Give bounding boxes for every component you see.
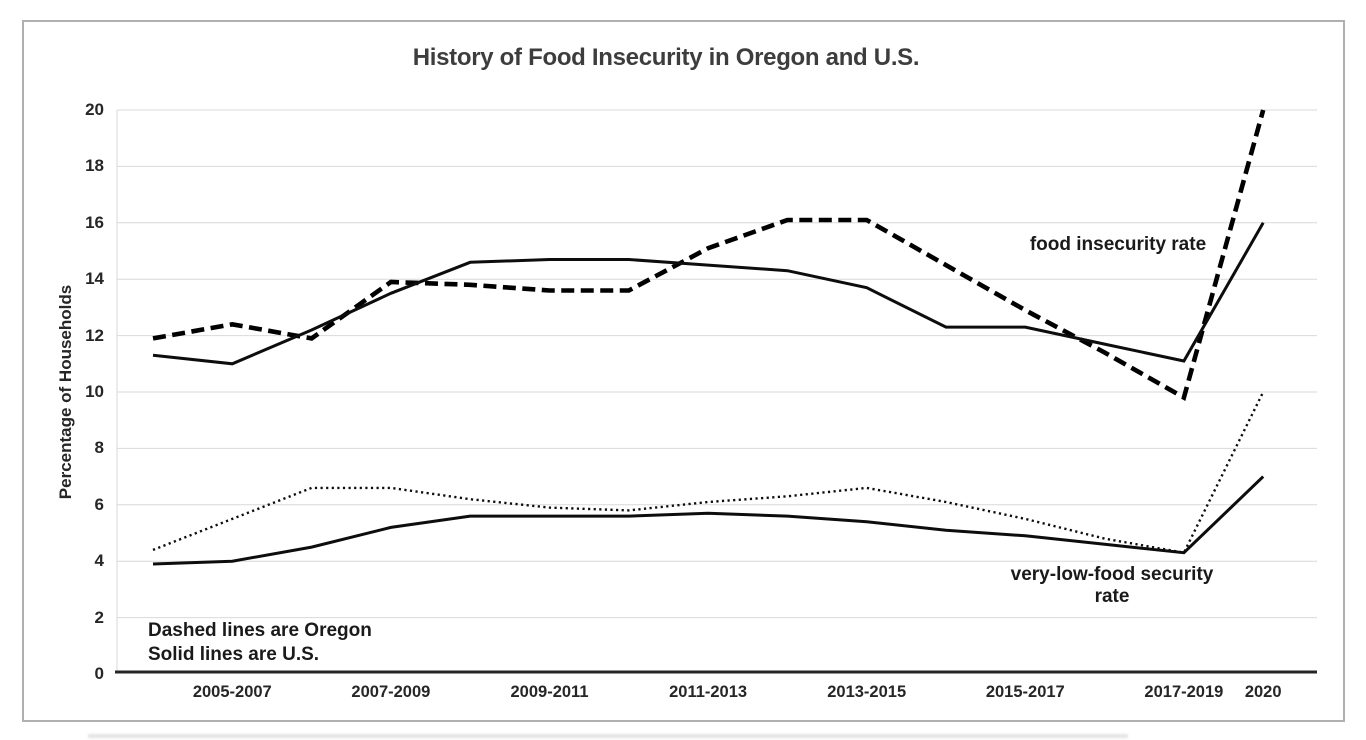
y-tick-14: 14 [85,269,104,289]
y-tick-0: 0 [94,664,104,683]
y-tick-18: 18 [85,156,104,176]
x-tick-2007-2009: 2007-2009 [351,683,431,701]
annotation-food-insecurity-rate: food insecurity rate [1029,234,1207,255]
x-tick-2011-2013: 2011-2013 [669,683,748,701]
y-tick-20: 20 [85,100,104,119]
y-tick-8: 8 [94,438,104,458]
y-tick-16: 16 [85,212,104,232]
chart-frame [22,20,1345,722]
legend-notes: Dashed lines are Oregon Solid lines are … [148,619,372,667]
legend-note-us: Solid lines are U.S. [148,644,320,665]
y-tick-6: 6 [94,494,104,514]
chart-title: History of Food Insecurity in Oregon and… [412,44,920,71]
y-tick-10: 10 [85,382,104,401]
y-tick-4: 4 [94,551,104,571]
y-tick-2: 2 [94,607,104,627]
x-tick-2020: 2020 [1244,683,1282,701]
legend-note-oregon: Dashed lines are Oregon [148,620,372,641]
x-tick-2009-2011: 2009-2011 [510,683,589,701]
x-tick-2013-2015: 2013-2015 [827,683,907,701]
x-tick-2005-2007: 2005-2007 [192,683,272,701]
series-line-us-food-insecurity [152,222,1265,366]
cropped-element-below-frame [88,734,1128,738]
annotation-very-low-food-security-rate: very-low-food security rate [1010,564,1214,607]
x-tick-2015-2017: 2015-2017 [985,683,1065,701]
series-line-oregon-food-insecurity [152,109,1266,402]
series-line-oregon-very-low-food-security [152,391,1265,555]
series-line-us-very-low-food-security [152,475,1265,566]
x-tick-2017-2019: 2017-2019 [1144,683,1224,701]
y-tick-12: 12 [85,325,104,345]
